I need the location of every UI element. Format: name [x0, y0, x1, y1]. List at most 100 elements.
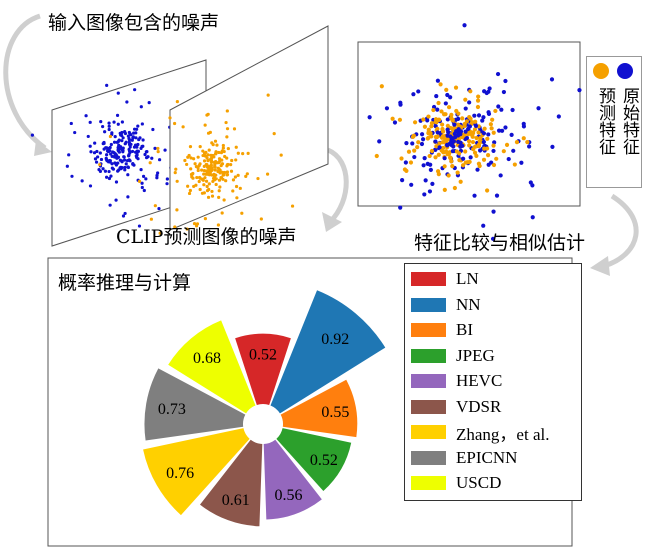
scatter-point	[213, 173, 217, 177]
scatter-point	[464, 119, 469, 124]
scatter-point	[519, 160, 524, 165]
scatter-point	[245, 172, 249, 176]
scatter-point	[404, 141, 409, 146]
scatter-point	[490, 117, 495, 122]
scatter-point	[536, 106, 541, 111]
legend-label: Zhang，et al.	[456, 424, 550, 444]
scatter-point	[94, 160, 99, 164]
scatter-point	[114, 198, 118, 202]
scatter-point	[398, 102, 403, 107]
legend-item: NN	[411, 294, 481, 316]
scatter-point	[412, 154, 417, 160]
scatter-point	[220, 211, 224, 215]
scatter-point	[214, 160, 218, 164]
scatter-point	[105, 153, 109, 157]
scatter-point	[486, 132, 491, 137]
scatter-point	[427, 153, 432, 159]
scatter-point	[450, 149, 456, 154]
scatter-point	[440, 126, 445, 132]
scatter-point	[213, 139, 218, 143]
scatter-point	[202, 164, 206, 168]
scatter-point	[137, 179, 142, 183]
scatter-point	[222, 173, 226, 177]
scatter-point	[121, 214, 126, 218]
scatter-point	[410, 141, 415, 146]
scatter-point	[488, 122, 493, 127]
scatter-point	[475, 104, 481, 110]
scatter-point	[256, 176, 260, 181]
scatter-point	[211, 143, 215, 147]
scatter-point	[193, 162, 197, 166]
scatter-point	[512, 162, 517, 167]
scatter-point	[196, 168, 200, 173]
scatter-point	[481, 131, 487, 136]
scatter-point	[510, 107, 515, 113]
scatter-point	[498, 173, 503, 178]
scatter-point	[463, 149, 468, 154]
scatter-point	[445, 133, 450, 138]
legend-swatch	[411, 272, 446, 286]
scatter-point	[443, 112, 448, 117]
scatter-point	[192, 184, 196, 189]
scatter-point	[209, 160, 214, 164]
scatter-point	[210, 189, 214, 194]
wedge-value-label: 0.73	[158, 401, 186, 418]
scatter-point	[153, 146, 157, 150]
scatter-point	[73, 130, 77, 135]
scatter-point	[98, 151, 102, 155]
scatter-point	[233, 175, 238, 179]
scatter-point	[165, 182, 169, 186]
scatter-point	[157, 158, 162, 162]
legend-swatch	[411, 450, 446, 465]
original-feature-dot-icon	[617, 63, 633, 79]
scatter-point	[231, 189, 235, 193]
scatter-point	[219, 176, 224, 180]
scatter-point	[174, 167, 178, 171]
scatter-point	[421, 163, 426, 168]
scatter-point	[379, 84, 384, 89]
scatter-point	[463, 129, 468, 134]
scatter-point	[217, 150, 221, 155]
scatter-point	[214, 177, 218, 181]
scatter-point	[238, 186, 242, 190]
scatter-point	[108, 159, 112, 163]
scatter-point	[213, 164, 217, 168]
scatter-point	[107, 176, 112, 181]
scatter-point	[436, 172, 441, 177]
scatter-point	[198, 187, 202, 192]
scatter-point	[499, 107, 504, 112]
scatter-point	[146, 155, 150, 159]
scatter-point	[419, 132, 425, 137]
scatter-point	[410, 134, 416, 140]
scatter-point	[218, 185, 222, 189]
scatter-point	[67, 153, 71, 157]
scatter-point	[491, 130, 496, 135]
legend-item: LN	[411, 268, 479, 290]
scatter-point	[412, 148, 417, 153]
scatter-point	[431, 107, 436, 113]
scatter-point	[150, 156, 154, 160]
scatter-point	[202, 172, 206, 176]
scatter-point	[429, 121, 434, 126]
scatter-point	[500, 128, 505, 133]
scatter-point	[221, 146, 225, 150]
scatter-point	[93, 157, 98, 161]
scatter-point	[445, 117, 450, 122]
scatter-point	[450, 118, 455, 123]
wedge-value-label: 0.56	[275, 487, 303, 504]
scatter-point	[110, 131, 114, 135]
scatter-point	[481, 223, 486, 228]
scatter-point	[496, 104, 501, 109]
scatter-point	[465, 160, 470, 165]
feature-legend: 原始特征 预测特征	[586, 56, 642, 188]
scatter-point	[195, 222, 200, 226]
scatter-point	[139, 105, 143, 109]
wedge-value-label: 0.52	[249, 347, 277, 364]
scatter-point	[460, 163, 466, 168]
rose-wedge	[199, 439, 263, 527]
scatter-point	[225, 170, 230, 174]
scatter-point	[487, 86, 492, 91]
scatter-point	[467, 115, 472, 120]
scatter-point	[105, 175, 109, 179]
scatter-point	[476, 94, 481, 99]
